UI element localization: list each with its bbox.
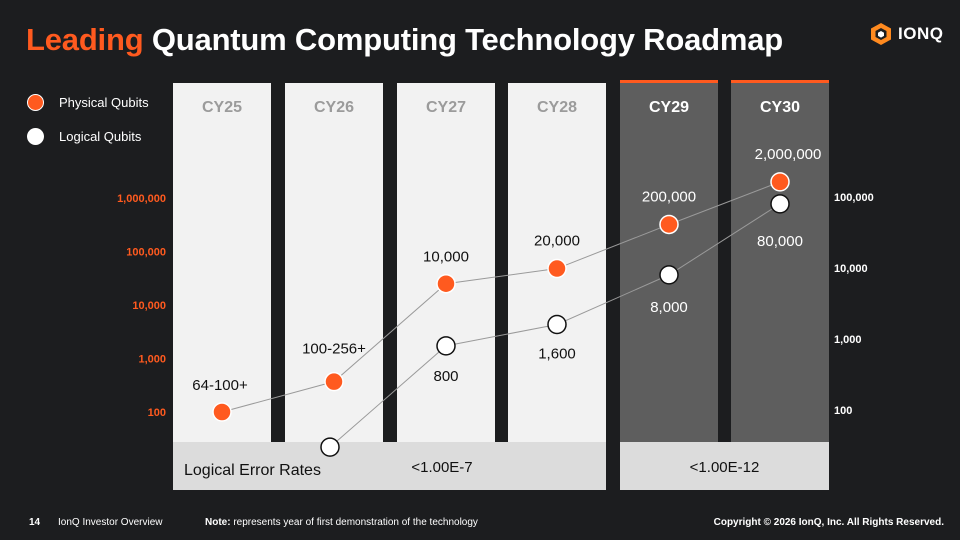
ionq-logo-icon [871,23,891,45]
logical-qubits-point [320,437,340,457]
note-label: Note: [205,517,231,528]
physical-qubits-data-label: 2,000,000 [755,146,822,163]
left-axis-tick-label: 1,000 [138,354,166,366]
error-rate-value: <1.00E-12 [690,459,760,476]
physical-qubits-point [547,258,567,279]
logical-qubits-data-label: 8,000 [650,299,688,316]
logical-qubits-point [547,314,567,335]
year-column-cy25 [173,83,271,442]
physical-qubits-data-label: 64-100+ [192,377,248,394]
left-axis-tick-label: 1,000,000 [117,193,166,205]
left-axis-tick-label: 100,000 [126,247,166,259]
physical-qubits-data-label: 20,000 [534,233,580,250]
logical-qubits-point [436,336,456,356]
physical-qubits-point [212,402,232,422]
legend-physical-qubits: Physical Qubits [27,94,149,111]
year-label-cy25: CY25 [202,99,242,116]
right-axis-tick-label: 1,000 [834,334,862,346]
note-text: represents year of first demonstration o… [230,517,478,528]
page-number: 14 [29,517,41,528]
physical-qubits-point [770,172,790,192]
physical-qubits-data-label: 200,000 [642,188,696,205]
legend-logical-dot [27,128,44,145]
error-rate-cell [173,442,606,490]
page-title: Leading Quantum Computing Technology Roa… [26,22,783,58]
year-label-cy26: CY26 [314,99,354,116]
footnote: Note: represents year of first demonstra… [205,517,478,528]
year-label-cy27: CY27 [426,99,466,116]
legend-physical-dot [27,94,44,111]
year-column-topline-cy29 [620,80,718,83]
logical-qubits-point [770,194,790,214]
year-label-cy29: CY29 [649,99,689,116]
title-main: Quantum Computing Technology Roadmap [151,22,784,57]
error-rate-label: Logical Error Rates [184,462,321,479]
logo-wordmark: IONQ [898,24,944,43]
error-rate-value: <1.00E-7 [411,459,472,476]
year-column-cy29 [620,83,718,442]
legend-logical-qubits: Logical Qubits [27,128,141,145]
year-label-cy28: CY28 [537,99,577,116]
physical-qubits-data-label: 10,000 [423,249,469,266]
deck-name: IonQ Investor Overview [58,517,163,528]
right-axis-tick-label: 10,000 [834,263,868,275]
physical-qubits-data-label: 100-256+ [302,341,366,358]
legend-logical-label: Logical Qubits [59,129,142,144]
series-line-0 [221,181,781,413]
physical-qubits-point [324,371,344,392]
physical-qubits-point [436,273,456,294]
left-axis-tick-label: 100 [148,407,166,419]
year-column-topline-cy30 [731,80,829,83]
year-label-cy30: CY30 [760,99,800,116]
copyright: Copyright © 2026 IonQ, Inc. All Rights R… [713,517,944,528]
right-axis-tick-label: 100,000 [834,192,874,204]
ionq-logo: IONQ [870,22,943,46]
title-accent: Leading [26,22,144,57]
error-rate-cell [620,442,829,490]
right-axis-tick-label: 100 [834,405,852,417]
year-column-cy30 [731,83,829,442]
physical-qubits-point [659,214,679,235]
logical-qubits-point [659,265,679,285]
logical-qubits-data-label: 1,600 [538,346,576,363]
legend-physical-label: Physical Qubits [59,95,149,110]
year-column-cy27 [397,83,495,442]
logical-qubits-data-label: 800 [433,368,458,385]
left-axis-tick-label: 10,000 [132,300,166,312]
logical-qubits-data-label: 80,000 [757,233,803,250]
